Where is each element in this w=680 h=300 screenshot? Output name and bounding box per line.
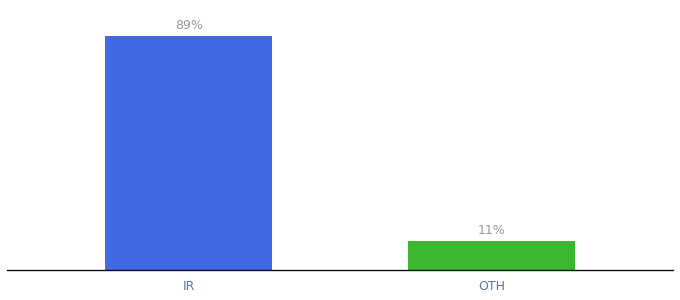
Bar	[105, 36, 272, 270]
Text: 11%: 11%	[477, 224, 505, 237]
Bar	[408, 242, 575, 270]
Text: 89%: 89%	[175, 19, 203, 32]
